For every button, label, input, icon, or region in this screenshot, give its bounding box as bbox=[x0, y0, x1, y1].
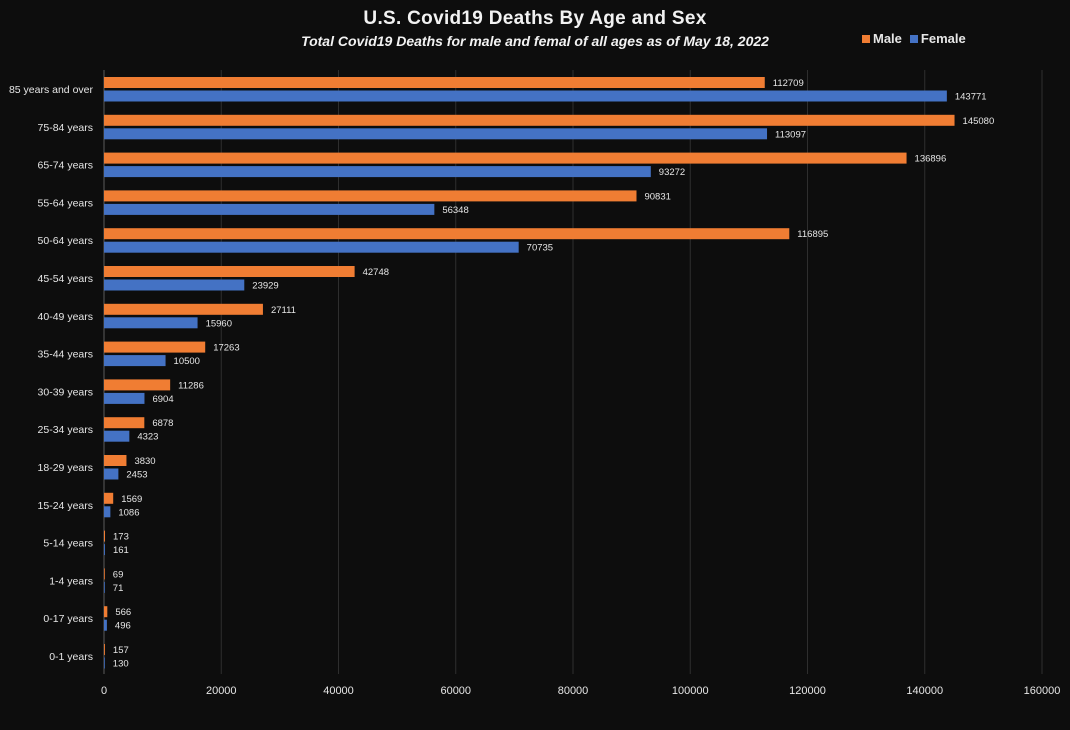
bar-male-25-34-years bbox=[104, 417, 145, 429]
x-tick-label-120000: 120000 bbox=[789, 685, 826, 697]
category-label-50-64-years: 50-64 years bbox=[38, 235, 93, 247]
data-label-male-75-84-years: 145080 bbox=[963, 116, 995, 127]
bar-female-30-39-years bbox=[104, 392, 145, 404]
bar-male-15-24-years bbox=[104, 492, 114, 504]
x-tick-label-80000: 80000 bbox=[558, 685, 589, 697]
data-label-male-15-24-years: 1569 bbox=[121, 494, 142, 505]
category-label-40-49-years: 40-49 years bbox=[38, 311, 93, 323]
legend-label-male: Male bbox=[873, 31, 902, 46]
data-label-male-40-49-years: 27111 bbox=[271, 305, 296, 316]
bar-female-35-44-years bbox=[104, 355, 166, 367]
data-label-male-30-39-years: 11286 bbox=[178, 380, 204, 391]
category-label-5-14-years: 5-14 years bbox=[43, 538, 93, 550]
data-label-female-18-29-years: 2453 bbox=[126, 470, 147, 481]
bar-female-0-17-years bbox=[104, 619, 107, 631]
category-label-55-64-years: 55-64 years bbox=[38, 197, 93, 209]
data-label-male-0-1-years: 157 bbox=[113, 645, 129, 656]
bar-male-65-74-years bbox=[104, 152, 907, 164]
bar-male-45-54-years bbox=[104, 266, 355, 277]
data-label-female-0-17-years: 496 bbox=[115, 621, 131, 632]
data-label-female-5-14-years: 161 bbox=[113, 545, 129, 556]
bar-male-0-17-years bbox=[104, 606, 108, 618]
bar-female-1-4-years bbox=[104, 581, 105, 593]
bar-female-75-84-years bbox=[104, 128, 768, 140]
data-label-female-65-74-years: 93272 bbox=[659, 167, 685, 178]
category-label-85-years-and-over: 85 years and over bbox=[9, 84, 94, 96]
data-label-female-85-years-and-over: 143771 bbox=[955, 92, 987, 103]
bar-male-35-44-years bbox=[104, 341, 206, 353]
x-tick-label-100000: 100000 bbox=[672, 685, 709, 697]
data-label-male-65-74-years: 136896 bbox=[915, 154, 947, 165]
data-label-female-0-1-years: 130 bbox=[113, 659, 129, 670]
bar-female-40-49-years bbox=[104, 317, 198, 329]
bar-male-1-4-years bbox=[104, 568, 105, 580]
category-label-15-24-years: 15-24 years bbox=[38, 500, 93, 512]
data-label-female-50-64-years: 70735 bbox=[527, 243, 553, 254]
bar-male-5-14-years bbox=[104, 530, 106, 542]
bar-male-75-84-years bbox=[104, 114, 955, 126]
legend-swatch-male bbox=[862, 34, 870, 43]
bar-female-5-14-years bbox=[104, 544, 105, 556]
bar-female-50-64-years bbox=[104, 241, 519, 253]
legend-label-female: Female bbox=[920, 31, 966, 46]
category-label-25-34-years: 25-34 years bbox=[38, 424, 93, 436]
category-label-75-84-years: 75-84 years bbox=[38, 122, 93, 134]
category-label-30-39-years: 30-39 years bbox=[38, 386, 93, 398]
bar-female-0-1-years bbox=[104, 657, 105, 669]
bar-female-15-24-years bbox=[104, 506, 111, 518]
category-label-1-4-years: 1-4 years bbox=[49, 575, 93, 587]
category-label-35-44-years: 35-44 years bbox=[38, 349, 93, 361]
category-label-0-17-years: 0-17 years bbox=[43, 613, 93, 625]
legend-entry-female: Female bbox=[909, 31, 966, 46]
bar-male-50-64-years bbox=[104, 228, 790, 240]
data-label-male-18-29-years: 3830 bbox=[134, 456, 155, 467]
data-label-female-45-54-years: 23929 bbox=[252, 281, 278, 292]
bar-female-55-64-years bbox=[104, 203, 435, 215]
bar-male-55-64-years bbox=[104, 190, 637, 202]
legend-swatch-female bbox=[909, 34, 918, 43]
x-tick-label-20000: 20000 bbox=[206, 685, 237, 697]
data-label-female-30-39-years: 6904 bbox=[152, 394, 173, 405]
chart-title: U.S. Covid19 Deaths By Age and Sex bbox=[363, 8, 707, 29]
x-tick-label-0: 0 bbox=[101, 685, 107, 697]
bar-female-25-34-years bbox=[104, 430, 130, 442]
category-label-0-1-years: 0-1 years bbox=[49, 651, 93, 663]
data-label-female-1-4-years: 71 bbox=[113, 583, 124, 594]
data-label-male-50-64-years: 116895 bbox=[797, 229, 828, 240]
data-label-female-55-64-years: 56348 bbox=[442, 205, 468, 216]
chart-subtitle: Total Covid19 Deaths for male and femal … bbox=[301, 33, 769, 49]
category-label-45-54-years: 45-54 years bbox=[38, 273, 93, 285]
bar-female-65-74-years bbox=[104, 166, 651, 178]
x-tick-label-160000: 160000 bbox=[1024, 685, 1061, 697]
bar-male-0-1-years bbox=[104, 644, 105, 655]
bar-male-40-49-years bbox=[104, 303, 263, 315]
x-tick-label-40000: 40000 bbox=[323, 685, 354, 697]
bar-female-18-29-years bbox=[104, 468, 119, 480]
data-label-female-25-34-years: 4323 bbox=[137, 432, 158, 443]
category-label-18-29-years: 18-29 years bbox=[38, 462, 93, 474]
data-label-male-1-4-years: 69 bbox=[113, 569, 124, 580]
bar-male-85-years-and-over bbox=[104, 77, 765, 88]
data-label-male-35-44-years: 17263 bbox=[213, 343, 239, 354]
x-tick-label-60000: 60000 bbox=[440, 685, 471, 697]
bar-female-85-years-and-over bbox=[104, 90, 947, 102]
x-tick-label-140000: 140000 bbox=[906, 685, 943, 697]
data-label-female-40-49-years: 15960 bbox=[206, 318, 232, 329]
data-label-male-0-17-years: 566 bbox=[115, 607, 131, 618]
bar-male-30-39-years bbox=[104, 379, 171, 391]
data-label-female-75-84-years: 113097 bbox=[775, 129, 806, 140]
bar-female-45-54-years bbox=[104, 279, 245, 291]
data-label-female-35-44-years: 10500 bbox=[174, 356, 200, 367]
legend: Male Female bbox=[862, 31, 966, 46]
data-label-male-25-34-years: 6878 bbox=[152, 418, 173, 429]
data-label-female-15-24-years: 1086 bbox=[118, 507, 139, 518]
legend-entry-male: Male bbox=[862, 31, 902, 46]
data-label-male-45-54-years: 42748 bbox=[363, 267, 389, 278]
data-label-male-55-64-years: 90831 bbox=[644, 191, 670, 202]
category-label-65-74-years: 65-74 years bbox=[38, 160, 93, 172]
data-label-male-85-years-and-over: 112709 bbox=[773, 78, 804, 89]
data-label-male-5-14-years: 173 bbox=[113, 532, 129, 543]
bar-male-18-29-years bbox=[104, 455, 127, 466]
